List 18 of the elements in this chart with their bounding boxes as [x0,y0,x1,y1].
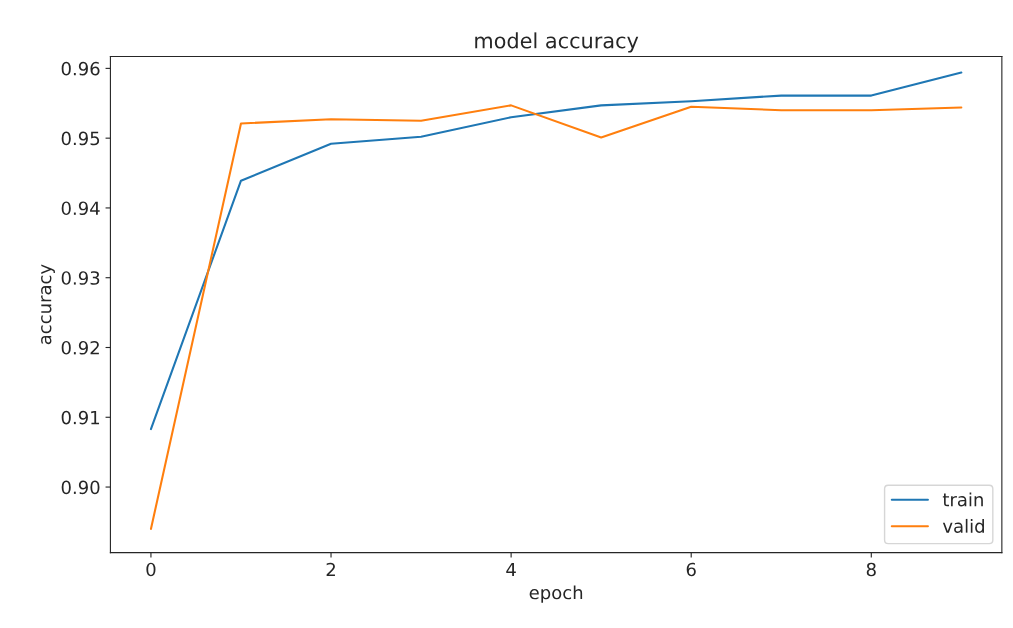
x-tick-label: 0 [146,562,156,577]
y-axis-title: accuracy [41,264,55,345]
x-tick-label: 6 [686,562,696,577]
y-tick-label: 0.91 [61,410,100,425]
y-tick-label: 0.92 [61,340,99,355]
y-tick-label: 0.94 [61,201,100,216]
x-tick-label: 4 [506,562,516,577]
y-tick-label: 0.93 [61,271,100,285]
y-tick-label: 0.95 [61,131,100,146]
x-axis-title: epoch [529,585,583,603]
x-tick-label: 8 [866,562,876,577]
x-tick-label: 2 [326,562,335,577]
y-tick-label: 0.96 [61,61,100,76]
y-tick-label: 0.90 [61,480,100,495]
legend-label: train [942,492,983,507]
chart-title: model accuracy [475,32,639,53]
legend-label: valid [942,518,984,533]
line-series [149,71,963,431]
